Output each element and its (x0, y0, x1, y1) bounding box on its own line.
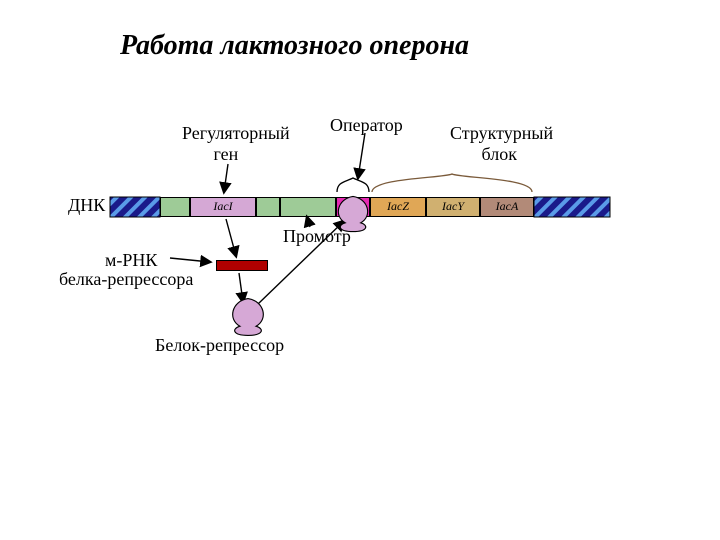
gene-label-IacI: IacI (190, 199, 256, 214)
dna-promoter-seg (280, 197, 336, 217)
label-repressor-gene: белка-репрессора (59, 269, 193, 290)
bracket-struct (372, 174, 532, 192)
arrow-mrna-to-bar (170, 258, 210, 262)
dna-flank-right (534, 197, 610, 217)
diagram-title: Работа лактозного оперона (120, 30, 469, 62)
arrow-mrna-to-rep (239, 273, 243, 302)
gene-label-IacZ: IacZ (370, 199, 426, 214)
label-repressor-protein: Белок-репрессор (155, 335, 284, 356)
dna-flank-left (110, 197, 160, 217)
lac-operon-diagram: Работа лактозного оперона Регуляторный г… (0, 0, 720, 540)
arrow-lacI-to-mrna (226, 219, 236, 256)
arrow-op-to-seg (358, 133, 365, 178)
label-mrna: м-РНК (105, 250, 157, 271)
dna-spacer2 (256, 197, 280, 217)
dna-spacer1 (160, 197, 190, 217)
bracket-operator (337, 178, 369, 192)
label-struct: Структурный блок (450, 123, 553, 165)
label-dna: ДНК (68, 195, 105, 216)
gene-label-IacA: IacA (480, 199, 534, 214)
label-promoter: Промотр (283, 226, 351, 247)
arrow-reg-to-lacI (224, 164, 228, 192)
brackets (337, 174, 532, 192)
repressor-free (233, 299, 264, 336)
gene-label-IacY: IacY (426, 199, 480, 214)
mrna-bar (216, 260, 268, 271)
dna-operator-seg (336, 197, 370, 217)
label-operator: Оператор (330, 115, 403, 136)
label-regulator: Регуляторный ген (182, 123, 290, 165)
